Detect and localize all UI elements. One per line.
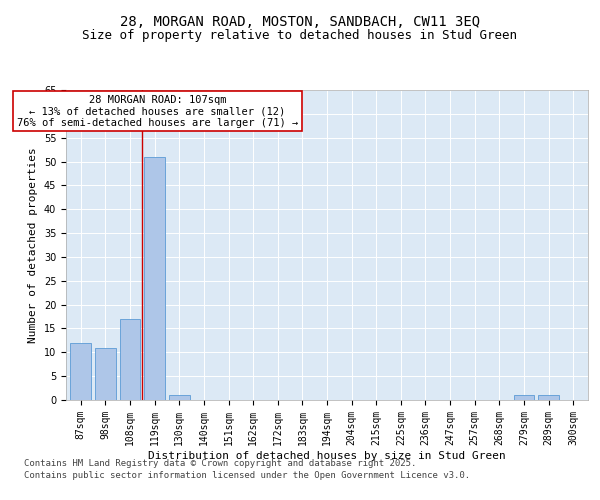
Bar [95, 348, 116, 400]
Bar [144, 157, 165, 400]
Bar [70, 343, 91, 400]
Text: Size of property relative to detached houses in Stud Green: Size of property relative to detached ho… [83, 28, 517, 42]
X-axis label: Distribution of detached houses by size in Stud Green: Distribution of detached houses by size … [148, 450, 506, 460]
Text: 28 MORGAN ROAD: 107sqm
← 13% of detached houses are smaller (12)
76% of semi-det: 28 MORGAN ROAD: 107sqm ← 13% of detached… [17, 94, 298, 128]
Bar [514, 395, 535, 400]
Bar [169, 395, 190, 400]
Text: Contains HM Land Registry data © Crown copyright and database right 2025.: Contains HM Land Registry data © Crown c… [24, 460, 416, 468]
Text: Contains public sector information licensed under the Open Government Licence v3: Contains public sector information licen… [24, 472, 470, 480]
Bar [119, 319, 140, 400]
Y-axis label: Number of detached properties: Number of detached properties [28, 147, 38, 343]
Bar [538, 395, 559, 400]
Text: 28, MORGAN ROAD, MOSTON, SANDBACH, CW11 3EQ: 28, MORGAN ROAD, MOSTON, SANDBACH, CW11 … [120, 16, 480, 30]
